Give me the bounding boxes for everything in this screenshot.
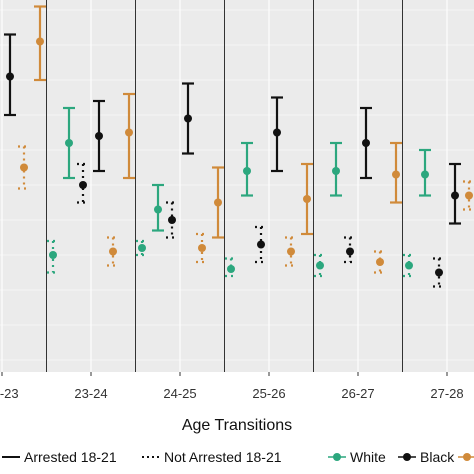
- data-point: [198, 244, 206, 252]
- legend-key-dot: [333, 453, 341, 461]
- data-point: [95, 132, 103, 140]
- error-bar-group: [225, 257, 237, 278]
- error-bar-group: [136, 239, 148, 257]
- data-point: [392, 170, 400, 179]
- error-bar-group: [34, 5, 46, 82]
- error-bar-group: [285, 236, 297, 267]
- error-bar-group: [463, 180, 474, 211]
- x-axis-ticks: 22-23 23-24 24-25 25-26 26-27 27-28: [0, 372, 464, 401]
- error-bar-group: [374, 250, 386, 274]
- gridlines: [0, 0, 474, 372]
- legend-label-race: Black: [420, 449, 455, 465]
- x-tick-label: 23-24: [74, 386, 107, 401]
- legend-key-dot: [463, 453, 471, 461]
- data-point: [243, 167, 251, 175]
- x-tick-label: 24-25: [163, 386, 196, 401]
- data-point: [465, 191, 473, 200]
- error-bar-group: [47, 239, 59, 274]
- error-bar-group: [166, 201, 178, 239]
- data-point: [405, 261, 413, 270]
- error-bar-group: [390, 141, 402, 204]
- data-point: [257, 240, 265, 249]
- error-bar-group: [271, 96, 283, 173]
- data-point: [421, 170, 429, 179]
- legend-key-dot: [403, 453, 411, 461]
- data-point: [332, 167, 340, 175]
- data-point: [346, 247, 354, 256]
- error-bar-group: [196, 232, 208, 264]
- data-point: [20, 163, 28, 172]
- error-bar-group: [419, 148, 431, 197]
- data-point: [303, 195, 311, 203]
- error-bar-group: [77, 162, 89, 204]
- error-bar-group: [123, 92, 135, 180]
- x-tick-label: 27-28: [430, 386, 463, 401]
- data-point: [227, 265, 235, 273]
- error-bar-group: [93, 99, 105, 173]
- data-point: [154, 205, 162, 214]
- error-bar-group: [301, 162, 313, 236]
- data-point: [6, 72, 14, 81]
- error-bar-group: [255, 225, 267, 264]
- error-bar-group: [360, 106, 372, 180]
- error-bar-group: [241, 141, 253, 197]
- data-point: [168, 216, 176, 224]
- legend-label-arrested: Arrested 18-21: [24, 449, 117, 465]
- data-point: [362, 139, 370, 147]
- error-bar-group: [433, 257, 445, 288]
- data-point: [79, 181, 87, 189]
- data-point: [376, 258, 384, 266]
- data-point: [138, 244, 146, 252]
- error-bar-group: [449, 162, 461, 225]
- error-bar-group: [18, 145, 30, 190]
- x-axis-title: Age Transitions: [182, 417, 292, 434]
- data-point: [435, 268, 443, 277]
- data-marks: [4, 5, 474, 288]
- data-point: [214, 198, 222, 207]
- data-point: [273, 128, 281, 137]
- error-bar-group: [212, 166, 224, 239]
- legend-label-not-arrested: Not Arrested 18-21: [164, 449, 282, 465]
- data-point: [184, 114, 192, 123]
- data-point: [109, 247, 117, 256]
- error-bar-group: [403, 253, 415, 278]
- data-point: [451, 191, 459, 200]
- error-bar-group: [4, 33, 16, 117]
- error-bar-group: [152, 183, 164, 232]
- x-tick-label: 22-23: [0, 386, 19, 401]
- legend: Arrested 18-21 Not Arrested 18-21 White Bla…: [2, 449, 474, 465]
- data-point: [316, 261, 324, 270]
- data-point: [49, 251, 57, 259]
- data-point: [287, 247, 295, 256]
- error-bar-group: [330, 141, 342, 197]
- data-point: [65, 139, 73, 147]
- data-point: [36, 37, 44, 46]
- error-bar-group: [314, 253, 326, 278]
- error-bar-group: [182, 82, 194, 155]
- data-point: [125, 128, 133, 137]
- error-bar-group: [344, 236, 356, 264]
- legend-label-race: White: [350, 449, 386, 465]
- error-bar-group: [63, 106, 75, 180]
- x-tick-label: 25-26: [252, 386, 285, 401]
- error-bar-group: [107, 236, 119, 267]
- x-tick-label: 26-27: [341, 386, 374, 401]
